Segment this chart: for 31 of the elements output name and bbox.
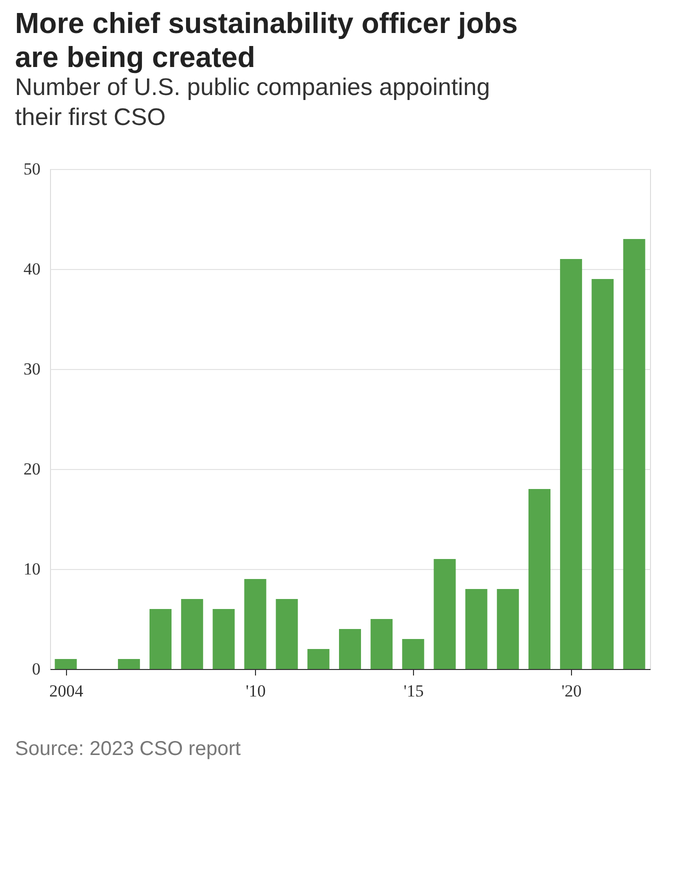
y-tick-label: 0 [32,660,40,678]
chart-title: More chief sustainability officer jobs are being created [15,8,518,74]
bar [118,659,140,669]
source-note: Source: 2023 CSO report [15,738,242,760]
bar [528,489,550,669]
x-tick-label: '15 [404,682,424,700]
y-tick-label: 10 [24,560,40,578]
y-tick-label: 40 [24,260,40,278]
bar [54,659,77,669]
bar [370,619,393,669]
bar [592,279,614,669]
x-tick-label: '10 [246,682,266,700]
bar [307,649,330,669]
bar [339,629,361,669]
x-tick-label: '20 [562,682,582,700]
y-tick-label: 20 [24,460,40,478]
bar [623,239,646,669]
bar [181,599,204,669]
x-tick-label: 2004 [49,682,84,700]
bar [212,609,235,669]
chart-subtitle: Number of U.S. public companies appointing their first CSO [15,74,490,131]
bar [244,579,266,669]
bar [465,589,488,669]
y-tick-label: 30 [24,360,40,378]
bar [150,609,172,669]
bar [402,639,424,669]
bar [276,599,298,669]
bar [434,559,456,669]
bar [560,259,582,669]
bar [496,589,519,669]
y-tick-label: 50 [24,160,40,178]
